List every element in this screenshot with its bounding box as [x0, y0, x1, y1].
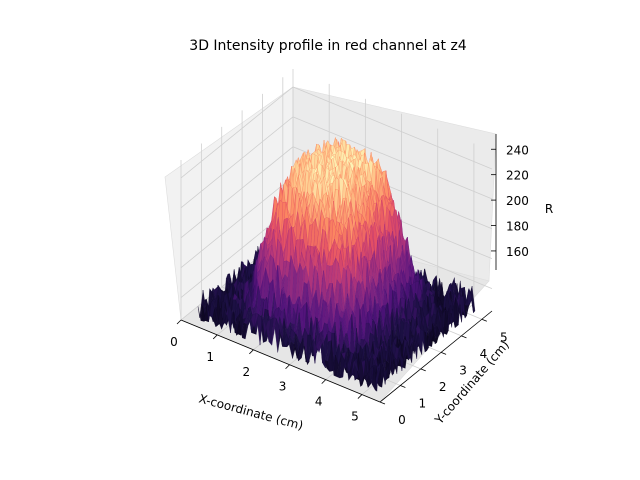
- x-tick-label: 2: [243, 365, 251, 379]
- z-axis-label: R: [545, 202, 553, 216]
- x-tick-mark: [212, 334, 218, 340]
- z-tick-label: 160: [506, 245, 529, 259]
- surface-cell: [372, 365, 378, 392]
- x-tick-mark: [285, 364, 290, 370]
- z-tick-label: 220: [506, 169, 529, 183]
- y-tick-label: 2: [439, 380, 447, 394]
- y-tick-mark: [440, 351, 447, 355]
- y-tick-mark: [481, 318, 487, 322]
- x-tick-label: 3: [279, 380, 287, 394]
- x-axis-label: X-coordinate (cm): [197, 391, 304, 432]
- y-tick-label: 3: [459, 363, 467, 377]
- x-tick-mark: [249, 349, 254, 355]
- x-tick-labels: 0 1 2 3 4 5: [170, 319, 363, 424]
- y-tick-mark: [461, 335, 467, 339]
- z-grid-3: [180, 116, 493, 209]
- y-tick-label: 0: [398, 413, 406, 427]
- z-grid-4: [180, 86, 493, 179]
- z-tick-labels: 160 180 200 220 240: [491, 143, 529, 259]
- y-tick-label: 4: [480, 347, 488, 361]
- y-tick-mark: [379, 401, 386, 405]
- x-tick-mark: [321, 379, 327, 384]
- z-tick-label: 200: [506, 194, 529, 208]
- x-tick-mark: [176, 319, 182, 325]
- x-axis-line: [180, 319, 381, 403]
- y-tick-mark: [400, 385, 406, 388]
- x-tick-mark: [357, 394, 363, 399]
- z-tick-label: 240: [506, 143, 529, 157]
- z-grid-2: [180, 146, 493, 239]
- y-tick-mark: [420, 368, 426, 372]
- x-tick-label: 0: [170, 335, 178, 349]
- x-tick-label: 5: [351, 410, 359, 424]
- chart-title: 3D Intensity profile in red channel at z…: [189, 38, 467, 54]
- y-tick-label: 1: [419, 396, 427, 410]
- x-tick-label: 1: [206, 350, 214, 364]
- y-axis-line: [379, 310, 493, 403]
- axes: [180, 134, 497, 403]
- z-tick-label: 180: [506, 220, 529, 234]
- x-tick-label: 4: [315, 395, 323, 409]
- y-tick-label: 5: [500, 330, 508, 344]
- surface-plot: [197, 137, 476, 392]
